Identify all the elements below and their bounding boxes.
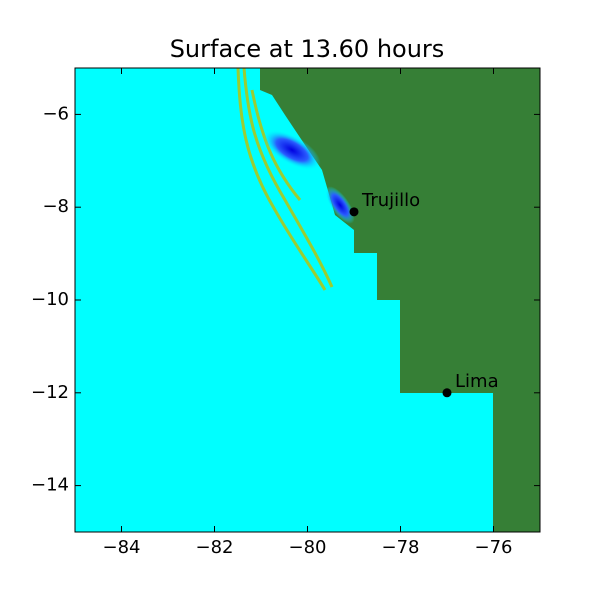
- city-label: Lima: [455, 371, 499, 392]
- x-tick-label: −76: [475, 537, 513, 558]
- x-tick-label: −80: [289, 537, 327, 558]
- x-tick-label: −82: [196, 537, 234, 558]
- chart-title: Surface at 13.60 hours: [170, 35, 445, 63]
- y-tick-label: −6: [42, 103, 69, 124]
- x-tick-label: −78: [382, 537, 420, 558]
- land: [260, 68, 540, 532]
- y-tick-label: −12: [31, 382, 69, 403]
- city-label: Trujillo: [361, 190, 420, 211]
- y-tick-label: −8: [42, 196, 69, 217]
- city-marker: [349, 207, 359, 217]
- wave-crest: [263, 129, 321, 171]
- wave-crest: [325, 186, 355, 224]
- y-tick-label: −10: [31, 289, 69, 310]
- city-marker: [442, 388, 452, 398]
- y-tick-label: −14: [31, 475, 69, 496]
- x-tick-label: −84: [103, 537, 141, 558]
- wave-fronts: [236, 67, 334, 291]
